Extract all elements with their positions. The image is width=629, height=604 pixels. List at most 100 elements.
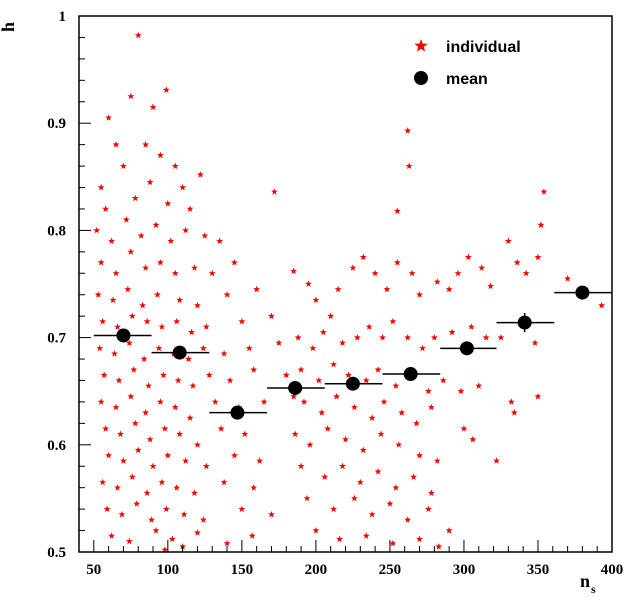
individual-point [97, 398, 105, 405]
individual-point [168, 535, 176, 542]
individual-point [194, 441, 201, 448]
individual-point [282, 371, 290, 378]
individual-point [142, 409, 149, 416]
individual-point [564, 275, 571, 282]
x-tick-label: 400 [601, 562, 624, 578]
legend-label-mean: mean [446, 71, 488, 88]
individual-point [425, 505, 432, 512]
individual-point [182, 226, 189, 234]
individual-point [497, 334, 505, 341]
individual-point [427, 403, 435, 411]
individual-point [199, 344, 207, 352]
individual-point [336, 535, 343, 542]
individual-point [191, 489, 198, 496]
individual-point [482, 334, 490, 341]
individual-point [102, 425, 110, 432]
individual-point [96, 344, 104, 352]
individual-point [416, 291, 423, 298]
individual-point [408, 269, 416, 277]
individual-point [131, 419, 139, 427]
individual-point [162, 505, 170, 512]
individual-point [149, 103, 157, 110]
individual-point [208, 269, 216, 277]
individual-point [99, 317, 107, 325]
individual-point [176, 296, 184, 303]
individual-point [103, 505, 111, 512]
individual-point [118, 510, 126, 518]
x-tick-label: 100 [157, 562, 180, 578]
individual-point [217, 425, 225, 432]
individual-point [194, 529, 201, 536]
individual-point [405, 162, 413, 169]
individual-point [125, 339, 133, 346]
individual-point [128, 312, 136, 320]
individual-point [531, 339, 539, 346]
individual-point [392, 382, 400, 389]
individual-point [540, 188, 548, 195]
individual-point [152, 527, 160, 534]
individual-point [393, 259, 401, 266]
individual-point [112, 141, 120, 148]
mean-marker [345, 376, 360, 391]
individual-point [345, 371, 352, 378]
individual-point [389, 539, 397, 547]
individual-point [131, 194, 139, 202]
individual-point [416, 451, 423, 459]
x-axis-title-subscript: s [591, 582, 596, 596]
individual-point [164, 451, 172, 459]
individual-point [109, 296, 117, 303]
x-tick-label: 250 [379, 562, 402, 578]
individual-point [143, 489, 151, 496]
individual-point [115, 376, 123, 384]
individual-point [161, 425, 169, 432]
individual-point [467, 323, 475, 330]
mean-marker [116, 328, 131, 343]
individual-point [253, 285, 261, 293]
individual-point [454, 269, 462, 277]
individual-point [416, 535, 423, 542]
individual-point [353, 334, 361, 341]
individual-point [117, 430, 124, 437]
individual-point [342, 435, 349, 443]
individual-point [125, 537, 133, 545]
individual-point [143, 317, 151, 325]
individual-point [231, 451, 238, 459]
individual-point [226, 376, 234, 384]
individual-point [383, 285, 391, 293]
legend-circle-marker [414, 71, 428, 85]
individual-point [120, 162, 127, 169]
individual-point [303, 494, 311, 502]
individual-point [164, 200, 172, 207]
individual-point [534, 253, 542, 261]
individual-point [319, 328, 327, 336]
mean-marker [575, 285, 590, 300]
individual-point [330, 360, 338, 368]
individual-point [368, 510, 376, 518]
y-tick-label: 0.6 [47, 438, 66, 454]
individual-point [362, 376, 370, 384]
individual-point [97, 259, 105, 266]
individual-point [380, 398, 388, 405]
individual-point [145, 382, 152, 389]
individual-point [404, 127, 412, 134]
individual-point [297, 366, 305, 373]
individual-point [120, 457, 127, 464]
mean-marker [288, 380, 303, 395]
individual-point [374, 366, 382, 373]
individual-point [93, 226, 101, 234]
individual-point [487, 282, 494, 290]
individual-point [356, 478, 364, 486]
mean-point [554, 285, 612, 300]
individual-point [99, 478, 107, 486]
individual-point [112, 269, 120, 277]
individual-point [216, 237, 224, 244]
mean-marker [230, 405, 245, 420]
individual-point [171, 269, 179, 277]
individual-point [112, 403, 120, 411]
individual-point [339, 339, 346, 346]
individual-point [404, 516, 412, 523]
individual-point [223, 291, 231, 298]
individual-point [333, 393, 340, 400]
individual-point [510, 409, 518, 416]
individual-point [275, 339, 283, 346]
